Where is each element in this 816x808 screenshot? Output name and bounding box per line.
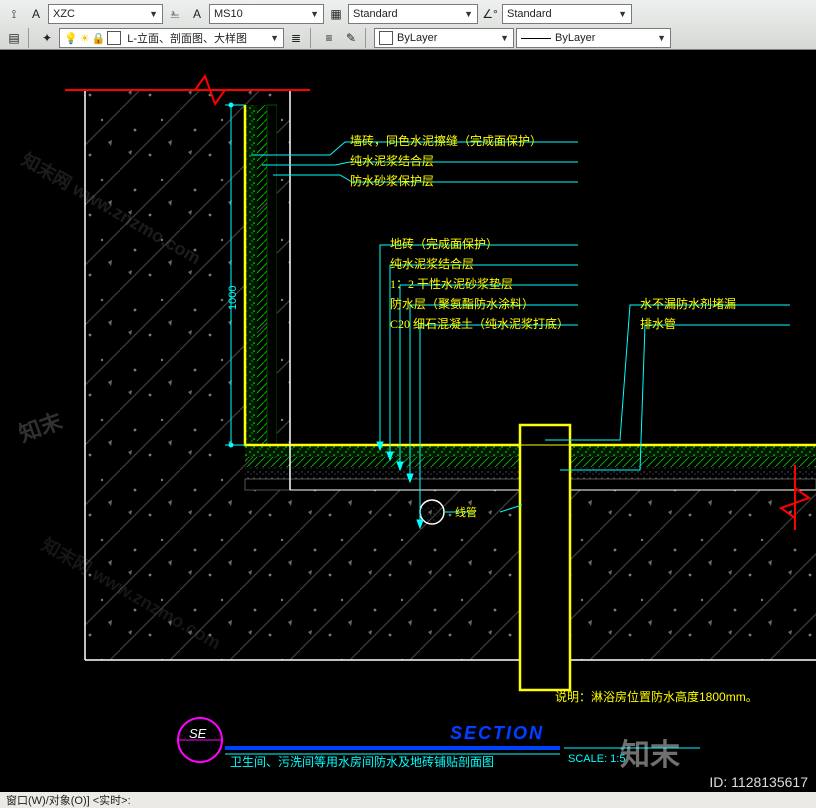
line-preview	[521, 38, 551, 39]
section-heading: SECTION	[450, 723, 544, 744]
layer-states-icon[interactable]: ✦	[37, 28, 57, 48]
layer-select[interactable]: 💡 ☀ 🔒 L-立面、剖面图、大样图 ▼	[59, 28, 284, 48]
cad-drawing-area[interactable]: 1000 墙砖，同色水泥擦缝（完成面保护） 纯水泥浆结合层 防水砂浆保护层 地砖…	[0, 50, 816, 808]
label-wall-tile: 墙砖，同色水泥擦缝（完成面保护）	[350, 132, 542, 149]
label-wp-layer: 防水层（聚氨酯防水涂料）	[390, 295, 534, 312]
image-id: ID: 1128135617	[709, 774, 808, 790]
drawing-scale: SCALE: 1:5	[568, 753, 625, 765]
mleaderstyle-label: Standard	[507, 8, 552, 20]
color-label: ByLayer	[397, 32, 437, 44]
sun-icon: ☀	[80, 32, 90, 45]
dimension-1000: 1000	[227, 286, 239, 310]
layer-props-icon[interactable]: ▤	[4, 28, 24, 48]
color-swatch	[379, 31, 393, 45]
textstyle-select[interactable]: MS10▼	[209, 4, 324, 24]
layer-name-label: L-立面、剖面图、大样图	[127, 30, 247, 46]
dimstyle-select[interactable]: XZC▼	[48, 4, 163, 24]
layer-tool-icon[interactable]: ≣	[286, 28, 306, 48]
label-conduit: 线管	[455, 504, 477, 520]
style-icon[interactable]: A	[26, 4, 46, 24]
color-select[interactable]: ByLayer▼	[374, 28, 514, 48]
label-dry-mortar: 1：2 干性水泥砂浆垫层	[390, 275, 513, 292]
linetype-label: ByLayer	[555, 32, 595, 44]
toolbar-row-2: ▤ ✦ 💡 ☀ 🔒 L-立面、剖面图、大样图 ▼ ≣ ≡ ✎ ByLayer▼ …	[4, 26, 812, 50]
command-text: 窗口(W)/对象(O)] <实时>:	[6, 795, 131, 807]
dimstyle-label: XZC	[53, 8, 75, 20]
command-line[interactable]: 窗口(W)/对象(O)] <实时>:	[0, 792, 816, 808]
textstyle-icon[interactable]: ⎁	[165, 4, 185, 24]
label-floor-tile: 地砖（完成面保护）	[390, 235, 498, 252]
textstyle-label: MS10	[214, 8, 243, 20]
linetype-select[interactable]: ByLayer▼	[516, 28, 671, 48]
bulb-icon: 💡	[64, 32, 78, 45]
layer-status-icons: 💡 ☀ 🔒 L-立面、剖面图、大样图	[64, 30, 247, 46]
label-drain-pipe: 排水管	[640, 315, 676, 332]
props-icon-2[interactable]: ✎	[341, 28, 361, 48]
watermark-cn-2: 知末	[620, 730, 680, 774]
note-text: 说明：淋浴房位置防水高度1800mm。	[555, 688, 758, 705]
tablestyle-select[interactable]: Standard▼	[348, 4, 478, 24]
label-wp-mortar: 防水砂浆保护层	[350, 172, 434, 189]
dimension-icon[interactable]: ⟟	[4, 4, 24, 24]
textstyle-icon-2[interactable]: A	[187, 4, 207, 24]
label-cement-bond-1: 纯水泥浆结合层	[350, 152, 434, 169]
drawing-title: 卫生间、污洗间等用水房间防水及地砖铺贴剖面图	[230, 753, 494, 770]
label-c20-conc: C20 细石混凝土（纯水泥浆打底）	[390, 315, 569, 332]
mleaderstyle-select[interactable]: Standard▼	[502, 4, 632, 24]
lock-icon: 🔒	[92, 32, 106, 45]
toolbar-row-1: ⟟ A XZC▼ ⎁ A MS10▼ ▦ Standard▼ ∠° Standa…	[4, 2, 812, 26]
tablestyle-label: Standard	[353, 8, 398, 20]
cad-toolbar: ⟟ A XZC▼ ⎁ A MS10▼ ▦ Standard▼ ∠° Standa…	[0, 0, 816, 50]
label-sealant: 水不漏防水剂堵漏	[640, 295, 736, 312]
layer-color-swatch	[107, 31, 121, 45]
mleader-icon[interactable]: ∠°	[480, 4, 500, 24]
label-cement-bond-2: 纯水泥浆结合层	[390, 255, 474, 272]
table-icon[interactable]: ▦	[326, 4, 346, 24]
props-icon-1[interactable]: ≡	[319, 28, 339, 48]
bubble-tag: SE	[189, 726, 206, 741]
